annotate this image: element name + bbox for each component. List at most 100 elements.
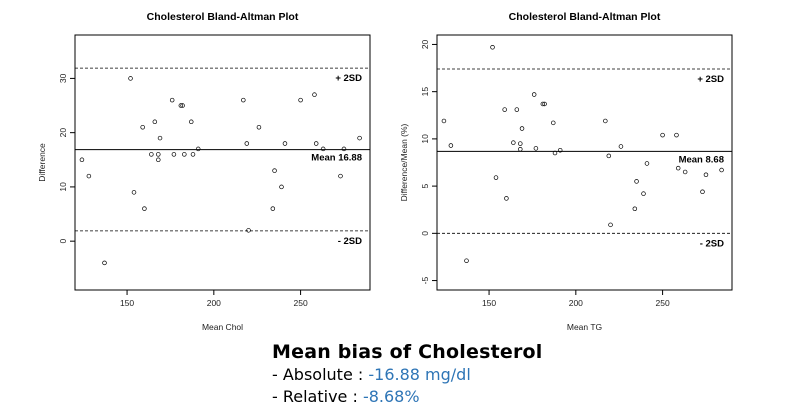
chart1-lower-limit-label: - 2SD [338,236,362,247]
chart1-x-tick-label: 150 [120,298,134,308]
chart1-data-point [142,206,147,211]
chart1-data-point [171,152,177,157]
chart2-title: Cholesterol Bland-Altman Plot [509,11,661,23]
chart1-y-tick-label: 30 [58,73,68,83]
chart2-data-point [700,189,705,195]
chart1-data-point [180,103,185,108]
chart2-data-point [441,118,447,124]
chart2-data-point [464,258,469,263]
chart1-data-point [282,141,288,146]
chart2-data-point [531,92,537,97]
chart1-data-point [102,260,107,266]
chart2-data-point [632,206,638,212]
chart2-y-tick-label: 0 [420,231,430,236]
chart2-data-point [504,196,509,201]
chart2-x-tick-label: 150 [482,298,496,308]
absolute-bias-label: - Absolute : [272,365,369,384]
chart2-plot-frame [436,34,733,291]
chart2-y-axis-label: Difference/Mean (%) [399,123,409,201]
chart1-data-point [320,146,326,152]
chart2-data-point [634,179,639,184]
chart2-data-point [703,172,709,178]
chart1-data-point [279,184,284,190]
absolute-bias-value: -16.88 mg/dl [368,365,471,384]
chart2-y-tick-label: -5 [420,277,430,285]
chart1-y-tick-label: 20 [58,128,68,138]
chart1-upper-limit-label: + 2SD [335,73,362,84]
chart1-x-tick-label: 250 [293,298,307,308]
chart1-data-point [298,97,303,103]
chart1-data-point [178,103,184,108]
chart2-x-axis-label: Mean TG [567,322,602,332]
chart1-x-axis-label: Mean Chol [202,322,243,332]
chart1-data-point [256,124,262,130]
chart2-lower-limit-label: - 2SD [700,238,724,249]
chart2-data-point [719,167,724,173]
chart1-data-point [244,141,250,146]
chart2-data-point [552,150,558,156]
chart1-data-point [241,97,246,103]
chart2-data-point [518,141,523,146]
chart2-mean-label: Mean 8.68 [679,154,724,165]
relative-bias-label: - Relative : [272,387,363,406]
chart2-x-tick-label: 250 [655,298,669,308]
chart1-data-point [152,119,158,125]
chart2-data-point [518,147,523,152]
chart2-y-tick-label: 10 [420,134,430,144]
chart1-data-point [270,206,276,211]
chart2-data-point [641,191,646,196]
chart1-data-point [357,135,362,141]
chart2-data-point [511,140,516,145]
chart2-data-point [533,146,539,151]
chart1-data-point [156,152,161,157]
chart2-data-point [606,153,612,159]
chart1-y-axis-label: Difference [37,143,47,182]
chart1-data-point [313,141,319,146]
chart1-data-point [140,124,145,130]
chart1-y-tick-label: 10 [58,182,68,192]
chart1-title: Cholesterol Bland-Altman Plot [147,11,299,23]
chart1-mean-label: Mean 16.88 [311,153,362,164]
chart2-data-point [618,144,624,149]
chart1-data-point [341,146,347,152]
chart2-data-point [557,147,563,153]
chart1-data-point [149,152,154,157]
chart1-data-point [312,92,317,97]
chart1-data-point [246,228,251,233]
relative-bias-line: - Relative : -8.68% [272,386,692,408]
chart2-y-tick-label: 5 [420,183,430,188]
chart2-data-point [644,161,650,166]
chart2-data-point [551,120,556,126]
chart2-data-point [493,175,499,180]
absolute-bias-line: - Absolute : -16.88 mg/dl [272,364,692,386]
chart2-data-point [519,126,525,131]
chart2-x-tick-label: 200 [569,298,583,308]
chart1-data-point [86,173,92,179]
summary-heading: Mean bias of Cholesterol [272,341,543,363]
chart1-data-point [79,157,85,163]
chart2-data-point [502,107,507,112]
chart1-data-point [131,190,137,195]
chart1-data-point [128,76,133,81]
chart2-data-point [542,101,547,107]
chart1-data-point [156,157,161,163]
chart1-plot-frame [74,34,371,291]
chart2-data-point [514,107,520,112]
chart2-data-point [660,132,665,138]
chart2-data-point [682,169,688,175]
relative-bias-value: -8.68% [362,387,420,406]
chart2-y-tick-label: 15 [420,87,430,97]
chart1-data-point [190,152,196,157]
chart2-data-point [608,222,613,228]
bias-summary: Mean bias of Cholesterol - Absolute : -1… [272,340,692,408]
chart1-data-point [182,152,187,157]
chart2-y-tick-label: 20 [420,39,430,49]
chart1-data-point [157,135,163,141]
chart1-data-point [338,173,343,179]
chart2-upper-limit-label: + 2SD [697,74,724,85]
chart1-y-tick-label: 0 [58,239,68,244]
chart1-data-point [195,146,201,152]
chart1-data-point [189,119,194,125]
chart2-data-point [540,101,546,107]
